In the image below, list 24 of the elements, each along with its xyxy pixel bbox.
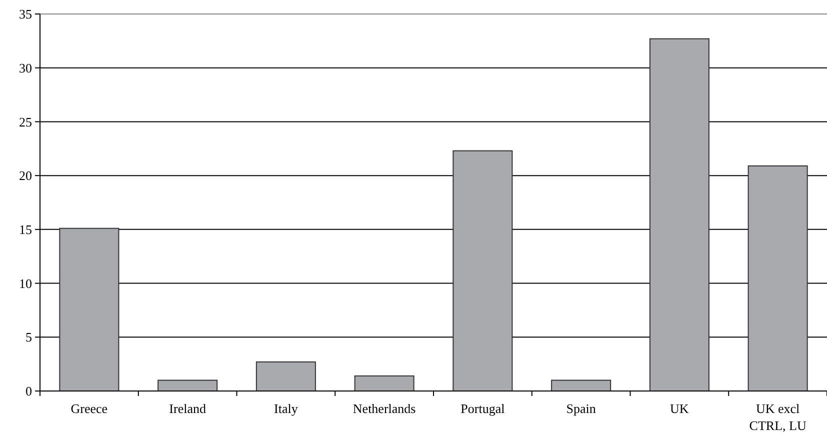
- bar: [649, 38, 710, 392]
- y-tick-label: 5: [26, 330, 32, 345]
- x-tick-label: Greece: [70, 401, 108, 416]
- y-tick-label: 0: [26, 384, 32, 399]
- x-tick-label: Netherlands: [352, 401, 416, 416]
- y-tick-label: 35: [19, 6, 32, 22]
- bar: [256, 361, 316, 392]
- bar: [551, 380, 612, 392]
- x-tick-label: UK: [670, 401, 690, 416]
- bar: [354, 375, 414, 392]
- y-tick-label: 20: [19, 168, 32, 184]
- bar: [748, 165, 808, 392]
- y-tick-label: 25: [19, 114, 32, 130]
- bar: [59, 228, 120, 392]
- x-tick-label: Spain: [566, 401, 596, 416]
- x-tick-label: Portugal: [460, 401, 506, 416]
- bar: [158, 380, 218, 392]
- x-tick-label: UK excl CTRL, LU: [749, 401, 807, 433]
- y-tick-label: 10: [19, 276, 32, 291]
- x-tick-label: Ireland: [169, 401, 206, 416]
- y-tick-label: 15: [19, 222, 32, 237]
- bar: [452, 150, 513, 392]
- y-tick-label: 30: [19, 60, 32, 76]
- x-tick-label: Italy: [274, 401, 298, 416]
